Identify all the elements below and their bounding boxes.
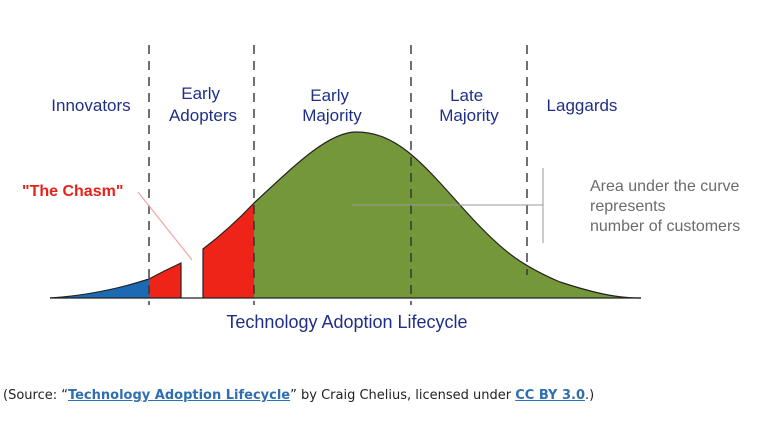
source-title-link[interactable]: Technology Adoption Lifecycle — [67, 388, 291, 403]
curve-outline-right — [202, 131, 642, 299]
diagram-caption: Technology Adoption Lifecycle — [226, 312, 467, 332]
segment-label-early-majority: Early Majority — [302, 86, 362, 125]
chasm-pointer — [137, 191, 193, 261]
area-note: Area under the curve represents number o… — [590, 178, 744, 235]
license-link[interactable]: CC BY 3.0 — [515, 388, 586, 403]
source-prefix: (Source: “ — [3, 388, 68, 403]
majority-area — [254, 132, 641, 298]
early-adopters-area — [203, 203, 254, 298]
innovators-red-area — [149, 263, 181, 298]
segment-label-innovators: Innovators — [51, 96, 130, 115]
source-attribution: (Source: “Technology Adoption Lifecycle”… — [3, 388, 594, 403]
area-note-bracket — [352, 168, 544, 243]
segment-label-late-majority: Late Majority — [439, 86, 499, 125]
chasm-label: "The Chasm" — [22, 183, 123, 200]
segment-dividers — [148, 45, 528, 305]
source-middle: ” by Craig Chelius, licensed under — [290, 388, 516, 403]
source-suffix: .) — [585, 388, 595, 403]
adoption-lifecycle-diagram: Innovators Early Adopters Early Majority… — [22, 45, 744, 332]
curve-outline-left — [49, 262, 182, 299]
innovators-area — [50, 279, 149, 298]
segment-label-laggards: Laggards — [547, 96, 618, 115]
segment-label-early-adopters: Early Adopters — [169, 84, 237, 125]
